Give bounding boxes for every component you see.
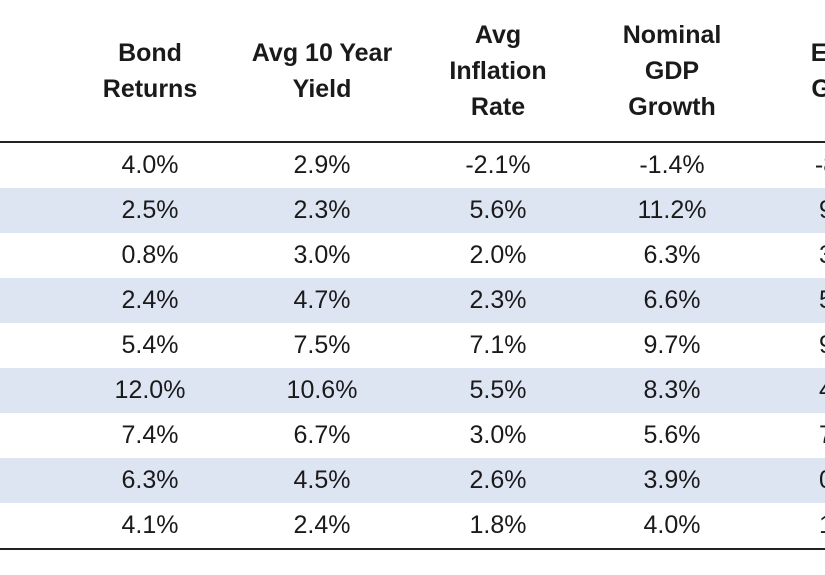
- cell-avg-inflation-rate: 1.8%: [469, 511, 527, 539]
- cell-earnings-growth: 1: [770, 503, 825, 548]
- header-line: Nominal: [622, 21, 722, 49]
- cell-avg-inflation-rate: 5.6%: [469, 196, 527, 224]
- cell-bond-returns: 2.5%: [121, 196, 179, 224]
- cell-stock-returns: %: [0, 458, 32, 503]
- cell-avg-inflation-rate: -2.1%: [465, 151, 531, 179]
- header-earnings-growth: Ea Gr: [770, 0, 825, 142]
- cell-stock-returns: [0, 278, 32, 323]
- cell-avg-10-year-yield: 10.6%: [286, 376, 358, 404]
- cell-bond-returns: 4.0%: [121, 151, 179, 179]
- cell-avg-inflation-rate: 2.6%: [469, 466, 527, 494]
- header-line: Gr: [811, 75, 825, 103]
- header-line: GDP: [644, 57, 700, 85]
- header-line: Avg: [474, 21, 522, 49]
- cell-stock-returns: %: [0, 503, 32, 548]
- cell-stock-returns: %: [0, 233, 32, 278]
- cell-nominal-gdp-growth: 6.6%: [643, 286, 701, 314]
- header-line: Bond: [118, 39, 182, 67]
- cell-stock-returns: [0, 323, 32, 368]
- header-avg-inflation-rate: Avg Inflation Rate: [440, 0, 556, 142]
- cell-earnings-growth: -8: [814, 151, 825, 179]
- cell-stock-returns: [0, 188, 32, 233]
- cell-earnings-growth: 7: [770, 413, 825, 458]
- cell-avg-10-year-yield: 2.9%: [293, 151, 351, 179]
- cell-stock-returns: %: [0, 143, 32, 188]
- cell-stock-returns: %: [0, 368, 32, 413]
- table-row: 2.4% 4.7% 2.3% 6.6% 5: [0, 278, 825, 323]
- table-row: % 7.4% 6.7% 3.0% 5.6% 7: [0, 413, 825, 458]
- cell-avg-inflation-rate: 7.1%: [469, 331, 527, 359]
- header-avg-10-year-yield: Avg 10 Year Yield: [242, 0, 402, 142]
- cell-bond-returns: 12.0%: [114, 376, 186, 404]
- table-row: % 4.0% 2.9% -2.1% -1.4% -8: [0, 143, 825, 188]
- cell-avg-inflation-rate: 2.0%: [469, 241, 527, 269]
- header-line: Inflation: [449, 57, 547, 85]
- table-row: % 6.3% 4.5% 2.6% 3.9% 0: [0, 458, 825, 503]
- table-bottom-rule: [0, 548, 825, 550]
- cell-nominal-gdp-growth: 5.6%: [643, 421, 701, 449]
- cell-nominal-gdp-growth: 3.9%: [643, 466, 701, 494]
- cell-bond-returns: 6.3%: [121, 466, 179, 494]
- cell-nominal-gdp-growth: 8.3%: [643, 376, 701, 404]
- cell-avg-10-year-yield: 6.7%: [293, 421, 351, 449]
- cell-bond-returns: 0.8%: [121, 241, 179, 269]
- header-line: Ea: [810, 39, 825, 67]
- cell-stock-returns: %: [0, 413, 32, 458]
- cell-bond-returns: 4.1%: [121, 511, 179, 539]
- header-line: Avg 10 Year: [251, 39, 393, 67]
- cell-nominal-gdp-growth: 9.7%: [643, 331, 701, 359]
- cell-avg-10-year-yield: 7.5%: [293, 331, 351, 359]
- header-stock-returns: k ns: [0, 0, 32, 142]
- cell-avg-10-year-yield: 2.3%: [293, 196, 351, 224]
- cell-nominal-gdp-growth: 4.0%: [643, 511, 701, 539]
- cell-avg-10-year-yield: 2.4%: [293, 511, 351, 539]
- header-nominal-gdp-growth: Nominal GDP Growth: [606, 0, 738, 142]
- cell-avg-inflation-rate: 5.5%: [469, 376, 527, 404]
- cell-avg-10-year-yield: 4.5%: [293, 466, 351, 494]
- cell-earnings-growth: 3: [770, 233, 825, 278]
- cell-earnings-growth: 9: [770, 323, 825, 368]
- table-header-row: k ns Bond Returns Avg 10 Year Yield Avg …: [0, 0, 825, 142]
- cell-nominal-gdp-growth: -1.4%: [639, 151, 705, 179]
- cell-bond-returns: 2.4%: [121, 286, 179, 314]
- table-row: % 0.8% 3.0% 2.0% 6.3% 3: [0, 233, 825, 278]
- table-row: % 12.0% 10.6% 5.5% 8.3% 4: [0, 368, 825, 413]
- cell-earnings-growth: 9: [770, 188, 825, 233]
- header-line: Rate: [470, 93, 526, 121]
- header-divider: [0, 141, 825, 143]
- header-line: Growth: [628, 93, 716, 121]
- cell-avg-10-year-yield: 4.7%: [293, 286, 351, 314]
- header-bond-returns: Bond Returns: [90, 0, 210, 142]
- cell-nominal-gdp-growth: 11.2%: [637, 196, 707, 224]
- table-row: % 4.1% 2.4% 1.8% 4.0% 1: [0, 503, 825, 548]
- table-body: % 4.0% 2.9% -2.1% -1.4% -8 2.5% 2.3% 5.6…: [0, 143, 825, 548]
- cell-avg-10-year-yield: 3.0%: [293, 241, 351, 269]
- cell-earnings-growth: 5: [770, 278, 825, 323]
- cell-bond-returns: 5.4%: [121, 331, 179, 359]
- header-line: Returns: [102, 75, 198, 103]
- table-row: 5.4% 7.5% 7.1% 9.7% 9: [0, 323, 825, 368]
- cell-nominal-gdp-growth: 6.3%: [643, 241, 701, 269]
- cell-bond-returns: 7.4%: [121, 421, 179, 449]
- header-line: Yield: [292, 75, 352, 103]
- cell-avg-inflation-rate: 2.3%: [469, 286, 527, 314]
- cell-earnings-growth: 0: [770, 458, 825, 503]
- cell-earnings-growth: 4: [770, 368, 825, 413]
- cell-avg-inflation-rate: 3.0%: [469, 421, 527, 449]
- table-row: 2.5% 2.3% 5.6% 11.2% 9: [0, 188, 825, 233]
